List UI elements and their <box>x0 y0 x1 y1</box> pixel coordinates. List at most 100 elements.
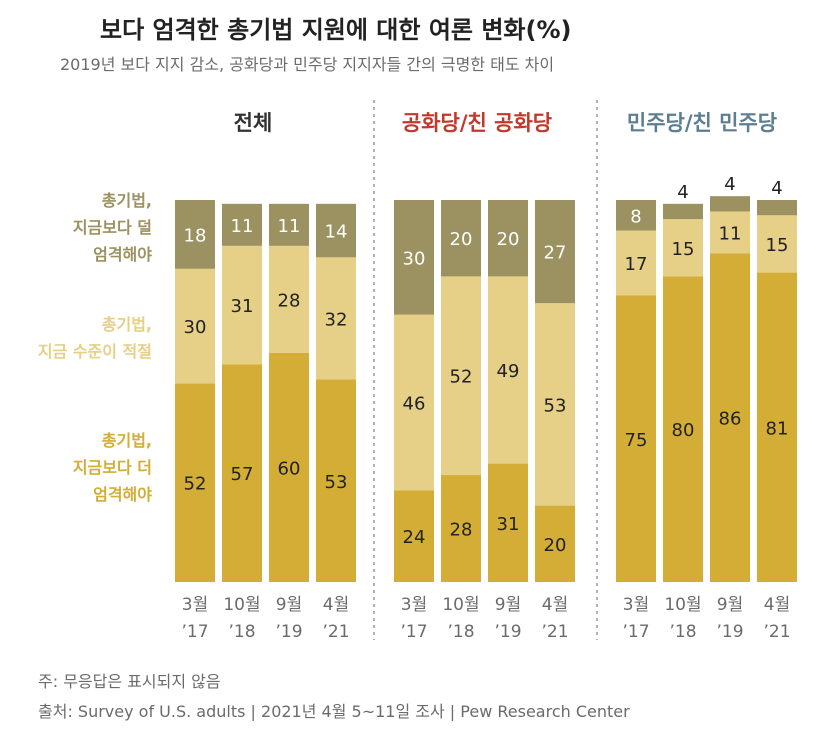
legend-line: 지금 수준이 적절 <box>38 342 152 361</box>
tick-label-year: ’19 <box>716 622 743 642</box>
bar-less-strict <box>757 200 797 216</box>
tick-label-month: 4월 <box>323 595 349 615</box>
data-label: 15 <box>672 239 695 260</box>
tick-label-year: ’18 <box>228 622 255 642</box>
bar-more-strict <box>394 490 434 582</box>
legend-line: 엄격해야 <box>93 485 152 504</box>
data-label: 18 <box>184 225 207 246</box>
tick-label-year: ’18 <box>447 622 474 642</box>
data-label: 60 <box>278 458 301 479</box>
bar-less-strict <box>222 203 262 246</box>
bar-less-strict <box>175 200 215 269</box>
panels: 전체 52 30 18 3월 ’17 57 31 11 10월 ’18 60 28 11 9월 ’19 53 32… <box>175 111 797 642</box>
bar-more-strict <box>663 276 703 582</box>
tick-label-month: 4월 <box>764 595 790 615</box>
bar-about-right <box>663 219 703 277</box>
note: 주: 무응답은 표시되지 않음 <box>38 672 221 691</box>
data-label: 14 <box>325 222 348 243</box>
tick-label-year: ’17 <box>181 622 208 642</box>
data-label: 11 <box>719 223 742 244</box>
legend-line: 총기법, <box>102 431 152 450</box>
tick-label-month: 4월 <box>542 595 568 615</box>
data-label: 28 <box>450 520 473 541</box>
tick-label-year: ’17 <box>622 622 649 642</box>
data-label: 4 <box>771 178 782 199</box>
data-label: 80 <box>672 420 695 441</box>
bar-about-right <box>757 215 797 273</box>
data-label: 28 <box>278 290 301 311</box>
tick-label-year: ’17 <box>400 622 427 642</box>
data-label: 27 <box>544 243 567 264</box>
dividers <box>373 100 598 640</box>
tick-label-month: 10월 <box>442 595 479 615</box>
bar-more-strict <box>488 463 528 582</box>
tick-label-month: 3월 <box>182 595 208 615</box>
bar-about-right <box>616 230 656 296</box>
bar-about-right <box>710 211 750 254</box>
tick-label-year: ’19 <box>275 622 302 642</box>
legend-line: 지금보다 더 <box>73 458 152 477</box>
data-label: 57 <box>231 464 254 485</box>
bar-less-strict <box>269 203 309 246</box>
tick-label-month: 9월 <box>717 595 743 615</box>
data-label: 20 <box>450 229 473 250</box>
bar-more-strict <box>616 295 656 582</box>
bar-about-right <box>535 303 575 506</box>
legend-line: 엄격해야 <box>93 245 152 264</box>
bar-less-strict <box>616 200 656 231</box>
data-label: 53 <box>325 472 348 493</box>
bar-more-strict <box>175 383 215 582</box>
bar-more-strict <box>441 475 481 582</box>
legend-line: 총기법, <box>102 315 152 334</box>
bar-more-strict <box>757 272 797 582</box>
data-label: 30 <box>184 317 207 338</box>
tick-label-month: 3월 <box>401 595 427 615</box>
data-label: 15 <box>766 235 789 256</box>
bar-less-strict <box>535 200 575 304</box>
data-label: 52 <box>450 367 473 388</box>
legend-line: 지금보다 덜 <box>73 218 152 237</box>
bar-more-strict <box>535 505 575 582</box>
tick-label-year: ’21 <box>322 622 349 642</box>
data-label: 11 <box>231 216 254 237</box>
data-label: 32 <box>325 309 348 330</box>
legend-line: 총기법, <box>102 191 152 210</box>
tick-label-month: 10월 <box>664 595 701 615</box>
bar-less-strict <box>441 200 481 277</box>
panel-title: 민주당/친 민주당 <box>627 111 777 135</box>
data-label: 49 <box>497 361 520 382</box>
bar-less-strict <box>710 196 750 212</box>
chart-title: 보다 엄격한 총기법 지원에 대한 여론 변화(%) <box>100 16 571 44</box>
tick-label-month: 9월 <box>495 595 521 615</box>
data-label: 4 <box>724 174 735 195</box>
bar-about-right <box>394 314 434 491</box>
data-label: 31 <box>497 514 520 535</box>
source: 출처: Survey of U.S. adults | 2021년 4월 5~1… <box>38 702 630 721</box>
legend-about-right: 총기법, 지금 수준이 적절 <box>38 315 152 361</box>
chart-subtitle: 2019년 보다 지지 감소, 공화당과 민주당 지지자들 간의 극명한 태도 … <box>60 55 554 74</box>
panel-1: 공화당/친 공화당 24 46 30 3월 ’17 28 52 20 10월 ’18 31 49 20 9월… <box>394 111 575 642</box>
panel-0: 전체 52 30 18 3월 ’17 57 31 11 10월 ’18 60 28 11 9월 ’19 53 32… <box>175 111 356 642</box>
bar-about-right <box>488 276 528 464</box>
tick-label-year: ’21 <box>763 622 790 642</box>
data-label: 75 <box>625 430 648 451</box>
data-label: 17 <box>625 254 648 275</box>
bar-less-strict <box>663 203 703 220</box>
data-label: 81 <box>766 418 789 439</box>
data-label: 4 <box>677 182 688 203</box>
data-label: 86 <box>719 409 742 430</box>
data-label: 20 <box>544 535 567 556</box>
tick-label-year: ’18 <box>669 622 696 642</box>
data-label: 11 <box>278 216 301 237</box>
bar-about-right <box>175 268 215 384</box>
bar-more-strict <box>222 364 262 582</box>
panel-2: 민주당/친 민주당 75 17 8 3월 ’17 80 15 4 10월 ’18 86 11 4 9월 ’19… <box>616 111 797 642</box>
data-label: 52 <box>184 474 207 495</box>
bar-more-strict <box>269 352 309 582</box>
tick-label-month: 10월 <box>223 595 260 615</box>
data-label: 31 <box>231 296 254 317</box>
